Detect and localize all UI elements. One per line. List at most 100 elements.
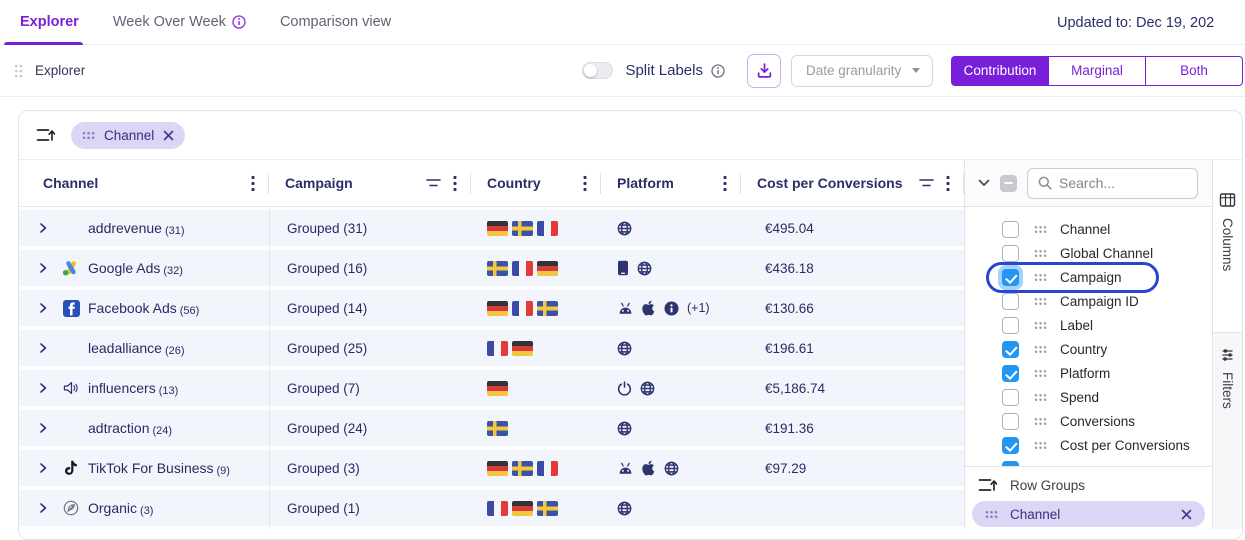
column-list-item[interactable] xyxy=(965,457,1212,466)
column-header-campaign[interactable]: Campaign xyxy=(269,160,471,206)
column-header-country[interactable]: Country xyxy=(471,160,601,206)
chip-label: Channel xyxy=(104,127,155,143)
drag-handle-icon[interactable] xyxy=(1034,369,1047,378)
column-checkbox[interactable] xyxy=(1002,340,1019,358)
tab-explorer[interactable]: Explorer xyxy=(4,0,83,45)
segment-both[interactable]: Both xyxy=(1145,55,1243,86)
column-list-item-spend[interactable]: Spend xyxy=(965,385,1212,409)
kebab-menu-icon[interactable] xyxy=(723,175,727,192)
tab-label: Week Over Week xyxy=(112,14,226,30)
globe-icon xyxy=(617,221,632,236)
platform-cell xyxy=(601,490,741,526)
download-button[interactable] xyxy=(747,53,781,88)
side-tab-columns[interactable]: Columns xyxy=(1213,160,1242,333)
platform-cell xyxy=(601,330,741,366)
kebab-menu-icon[interactable] xyxy=(453,175,457,192)
drag-handle-icon[interactable] xyxy=(1034,225,1047,234)
expand-chevron-icon[interactable] xyxy=(39,462,47,474)
expand-chevron-icon[interactable] xyxy=(39,302,47,314)
drag-handle-icon[interactable] xyxy=(1034,465,1047,466)
channel-name: influencers xyxy=(88,380,156,396)
split-labels-toggle[interactable] xyxy=(582,62,614,79)
platform-cell xyxy=(601,450,741,486)
column-list-item-label[interactable]: Label xyxy=(965,313,1212,337)
table-row[interactable]: Organic (3) Grouped (1) xyxy=(19,490,964,526)
expand-chevron-icon[interactable] xyxy=(39,382,47,394)
close-icon[interactable] xyxy=(1181,509,1192,520)
column-list-item-country[interactable]: Country xyxy=(965,337,1212,361)
column-search xyxy=(1027,167,1199,199)
column-checkbox[interactable] xyxy=(1002,316,1019,334)
drag-handle-icon[interactable] xyxy=(1034,273,1047,282)
side-tab-filters[interactable]: Filters xyxy=(1213,333,1242,529)
campaign-cell: Grouped (25) xyxy=(287,340,368,356)
expand-chevron-icon[interactable] xyxy=(39,262,47,274)
segment-contribution[interactable]: Contribution xyxy=(951,55,1049,86)
flag-se-icon xyxy=(512,460,533,476)
drag-handle-icon[interactable] xyxy=(1034,417,1047,426)
table-row[interactable]: Facebook Ads (56) Grouped (14) (+1) €130.66 xyxy=(19,290,964,326)
campaign-cell: Grouped (14) xyxy=(287,300,368,316)
split-labels-label: Split Labels xyxy=(625,62,703,79)
column-checkbox[interactable] xyxy=(1002,244,1019,262)
column-checkbox[interactable] xyxy=(1002,436,1019,454)
expand-chevron-icon[interactable] xyxy=(39,222,47,234)
channel-group-chip[interactable]: Channel xyxy=(71,121,186,149)
column-list-item-campaign[interactable]: Campaign xyxy=(965,265,1212,289)
table-row[interactable]: adtraction (24) Grouped (24) €191.36 xyxy=(19,410,964,446)
table-row[interactable]: TikTok For Business (9) Grouped (3) €97.29 xyxy=(19,450,964,486)
row-group-chip-channel[interactable]: Channel xyxy=(972,501,1206,527)
expand-chevron-icon[interactable] xyxy=(39,502,47,514)
drag-handle-icon[interactable] xyxy=(1034,321,1047,330)
segment-marginal[interactable]: Marginal xyxy=(1048,55,1146,86)
globe-icon xyxy=(637,261,652,276)
column-header-channel[interactable]: Channel xyxy=(19,160,269,206)
close-icon[interactable] xyxy=(163,130,174,141)
column-header-cost-per-conversions[interactable]: Cost per Conversions xyxy=(741,160,964,206)
drag-handle-icon[interactable] xyxy=(1034,393,1047,402)
drag-handle-icon[interactable] xyxy=(1034,441,1047,450)
drag-handle-icon[interactable] xyxy=(1034,297,1047,306)
table-row[interactable]: Google Ads (32) Grouped (16) €436.18 xyxy=(19,250,964,286)
column-checkbox[interactable] xyxy=(1002,220,1019,238)
column-checkbox[interactable] xyxy=(1002,364,1019,382)
drag-handle-icon[interactable] xyxy=(1034,249,1047,258)
column-list-item-conversions[interactable]: Conversions xyxy=(965,409,1212,433)
column-list-item-global-channel[interactable]: Global Channel xyxy=(965,241,1212,265)
column-checkbox[interactable] xyxy=(1002,292,1019,310)
platform-cell: (+1) xyxy=(601,290,741,326)
expand-chevron-icon[interactable] xyxy=(39,422,47,434)
table-row[interactable]: influencers (13) Grouped (7) €5,186.74 xyxy=(19,370,964,406)
drag-handle-icon[interactable] xyxy=(1034,345,1047,354)
kebab-menu-icon[interactable] xyxy=(583,175,587,192)
column-checkbox[interactable] xyxy=(1002,412,1019,430)
drag-handle-icon[interactable] xyxy=(985,510,998,519)
table-row[interactable]: leadalliance (26) Grouped (25) €196.61 xyxy=(19,330,964,366)
channel-cell: addrevenue (31) xyxy=(19,210,269,246)
kebab-menu-icon[interactable] xyxy=(251,175,255,192)
search-input[interactable] xyxy=(1059,175,1188,191)
column-checkbox[interactable] xyxy=(1002,388,1019,406)
tab-week-over-week[interactable]: Week Over Week xyxy=(113,0,246,45)
column-list-item-cost-per-conversions[interactable]: Cost per Conversions xyxy=(965,433,1212,457)
select-all-checkbox[interactable] xyxy=(1000,174,1017,192)
info-icon[interactable] xyxy=(232,15,246,29)
kebab-menu-icon[interactable] xyxy=(946,175,950,192)
table-row[interactable]: addrevenue (31) Grouped (31) €495.04 xyxy=(19,210,964,246)
column-list-item-campaign-id[interactable]: Campaign ID xyxy=(965,289,1212,313)
filter-icon[interactable] xyxy=(426,178,441,188)
filter-icon[interactable] xyxy=(919,178,934,188)
column-list-item-platform[interactable]: Platform xyxy=(965,361,1212,385)
column-checkbox[interactable] xyxy=(1002,460,1019,466)
tab-comparison-view[interactable]: Comparison view xyxy=(280,0,391,45)
column-list-item-channel[interactable]: Channel xyxy=(965,217,1212,241)
column-header-platform[interactable]: Platform xyxy=(601,160,741,206)
country-cell xyxy=(471,330,601,366)
chevron-down-icon[interactable] xyxy=(978,179,990,187)
column-checkbox[interactable] xyxy=(1002,268,1019,286)
drag-handle-icon[interactable] xyxy=(14,64,23,78)
expand-chevron-icon[interactable] xyxy=(39,342,47,354)
info-icon[interactable] xyxy=(711,63,725,78)
date-granularity-select[interactable]: Date granularity xyxy=(791,54,933,87)
drag-handle-icon[interactable] xyxy=(82,131,95,140)
